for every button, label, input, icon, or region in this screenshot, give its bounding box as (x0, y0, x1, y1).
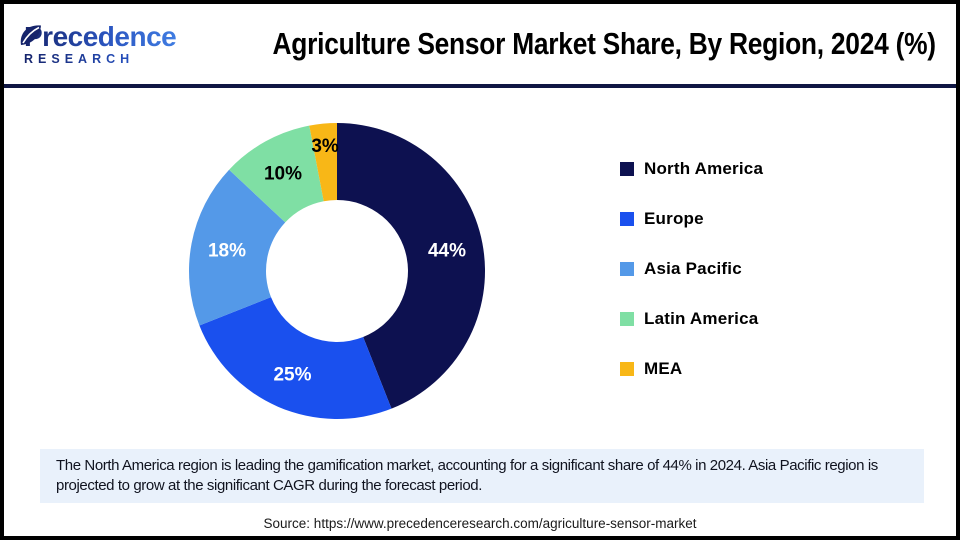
legend-item-latin-america: Latin America (620, 294, 763, 344)
brand-name: Precedence (24, 20, 177, 52)
page-title: Agriculture Sensor Market Share, By Regi… (272, 26, 937, 61)
legend-swatch-asia-pacific (620, 262, 634, 276)
donut-chart: 44% 25% 18% 10% 3% (188, 123, 486, 420)
legend-label-asia-pacific: Asia Pacific (644, 259, 742, 278)
brand-subtitle: RESEARCH (24, 52, 214, 66)
slice-value-label-asia-pacific: 18% (208, 241, 246, 262)
pie-slice-mea (309, 123, 337, 202)
header: Precedence RESEARCH Agriculture Sensor M… (4, 4, 956, 88)
slice-value-label-mea: 3% (311, 136, 339, 157)
pie-slice-europe (199, 297, 392, 420)
leaf-icon (20, 24, 42, 53)
legend-label-mea: MEA (644, 359, 683, 378)
legend-swatch-latin-america (620, 312, 634, 326)
legend-swatch-north-america (620, 162, 634, 176)
brand-logo: Precedence RESEARCH (4, 20, 214, 66)
pie-slice-north-america (337, 123, 486, 409)
legend-item-mea: MEA (620, 344, 763, 394)
legend-swatch-mea (620, 362, 634, 376)
slice-value-label-north-america: 44% (428, 241, 466, 262)
legend-item-north-america: North America (620, 144, 763, 194)
legend-label-north-america: North America (644, 159, 764, 178)
callout-box: The North America region is leading the … (40, 449, 924, 503)
source-text: Source: https://www.precedenceresearch.c… (263, 516, 697, 531)
slice-value-label-latin-america: 10% (264, 163, 302, 184)
legend: North America Europe Asia Pacific Latin Ame… (620, 144, 763, 394)
callout-text: The North America region is leading the … (56, 457, 878, 494)
slice-value-label-europe: 25% (273, 364, 311, 385)
pie-slice-latin-america (229, 125, 324, 223)
legend-label-europe: Europe (644, 209, 704, 228)
legend-label-latin-america: Latin America (644, 309, 759, 328)
legend-item-asia-pacific: Asia Pacific (620, 244, 763, 294)
legend-swatch-europe (620, 212, 634, 226)
legend-item-europe: Europe (620, 194, 763, 244)
pie-slice-asia-pacific (188, 169, 286, 326)
title-area: Agriculture Sensor Market Share, By Regi… (214, 26, 956, 62)
